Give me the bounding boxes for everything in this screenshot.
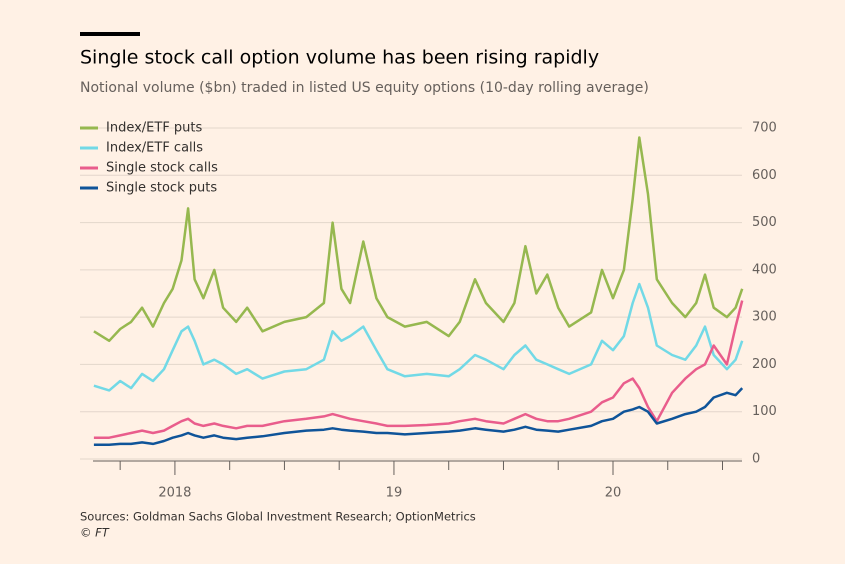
y-tick-label: 300 [752,310,777,325]
x-tick-label: 2018 [158,486,191,501]
y-tick-label: 700 [752,121,777,136]
y-tick-label: 500 [752,215,777,230]
x-tick-label: 20 [605,486,622,501]
series-line [93,300,744,439]
y-tick-label: 100 [752,404,777,419]
series-line [93,136,744,343]
legend-label: Index/ETF calls [106,141,203,156]
legend-label: Single stock puts [106,181,217,196]
series-line [93,282,744,392]
y-tick-label: 200 [752,357,777,372]
chart-title: Single stock call option volume has been… [80,47,599,69]
title-bar [80,32,140,36]
credit: © FT [80,526,110,540]
series-line [93,387,744,447]
chart-subtitle: Notional volume ($bn) traded in listed U… [80,80,649,96]
y-tick-label: 600 [752,168,777,183]
source: Sources: Goldman Sachs Global Investment… [80,510,476,524]
legend-label: Index/ETF puts [106,121,203,136]
legend-label: Single stock calls [106,161,218,176]
x-tick-label: 19 [386,486,403,501]
y-tick-label: 400 [752,262,777,277]
y-tick-label: 0 [752,452,760,467]
